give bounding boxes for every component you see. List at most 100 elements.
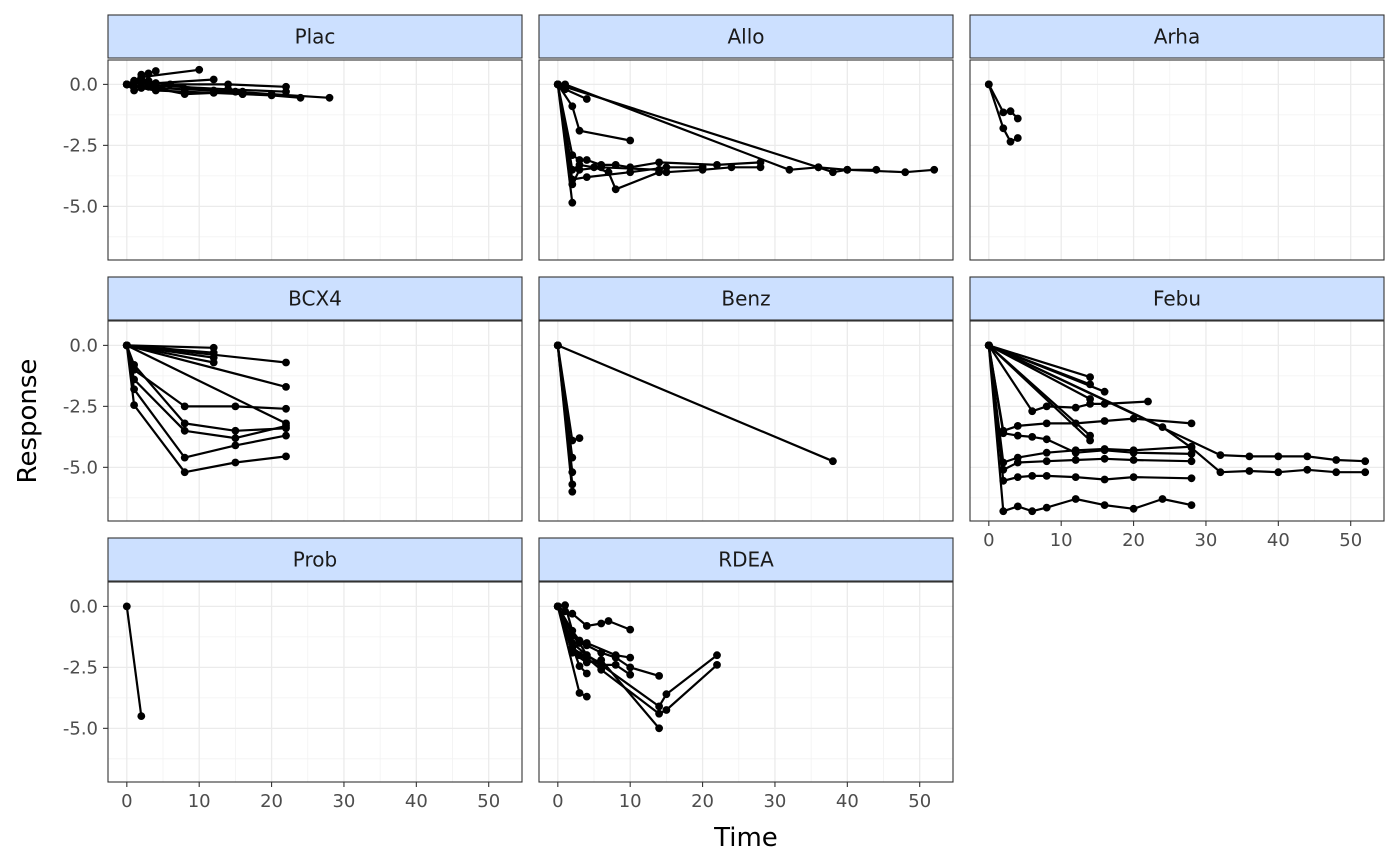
data-point	[1245, 467, 1254, 475]
data-point	[180, 87, 189, 96]
data-point	[282, 87, 290, 96]
data-point	[180, 453, 189, 462]
data-point	[325, 93, 334, 102]
data-point	[1086, 373, 1094, 381]
data-point	[561, 601, 569, 610]
series-line	[556, 84, 761, 169]
panel-arha: Arha	[969, 14, 1385, 261]
data-point	[1013, 134, 1022, 142]
data-point	[713, 161, 721, 169]
x-tick-label: 10	[1050, 530, 1073, 551]
panel-plac: Plac 0.0 -2.5 -5.0	[63, 14, 523, 261]
data-point	[1216, 468, 1225, 477]
data-point	[1187, 501, 1196, 509]
x-tick-label: 20	[260, 791, 283, 812]
data-point	[1071, 456, 1080, 464]
data-point	[231, 426, 240, 435]
x-tick-label: 0	[552, 791, 563, 812]
facet-strip	[538, 276, 954, 321]
data-point	[1100, 417, 1109, 425]
data-point	[296, 93, 305, 102]
data-point	[1129, 414, 1138, 423]
panel-border	[538, 59, 954, 261]
data-point	[1071, 419, 1080, 428]
series-line	[987, 84, 1019, 143]
data-point	[662, 706, 671, 714]
data-point	[1028, 433, 1037, 441]
data-point	[655, 672, 663, 680]
panels-layer: Plac 0.0 -2.5 -5.0 Allo Arha BCX4 0.0 -2.5 -5.0 Be…	[63, 14, 1385, 812]
data-point	[582, 641, 591, 650]
data-point	[122, 80, 131, 89]
data-point	[568, 609, 577, 618]
data-point	[1013, 458, 1022, 467]
data-point	[1028, 507, 1037, 516]
data-point	[231, 434, 240, 442]
series-line	[987, 345, 1192, 513]
data-point	[568, 198, 577, 207]
x-axis-label: Time	[713, 823, 778, 853]
data-point	[553, 341, 562, 350]
facet-strip	[107, 537, 523, 582]
data-point	[267, 91, 276, 100]
data-point	[582, 651, 591, 660]
y-tick-label: 0.0	[69, 335, 98, 356]
data-point	[626, 136, 635, 145]
y-tick-label: -2.5	[63, 657, 98, 678]
data-point	[195, 65, 204, 74]
panel-border	[969, 59, 1385, 261]
facet-strip-label: RDEA	[718, 548, 774, 572]
data-point	[1187, 450, 1196, 458]
data-point	[1144, 397, 1152, 406]
panel-background	[539, 321, 953, 521]
data-point	[1071, 403, 1080, 412]
data-point	[209, 75, 218, 84]
series-line	[556, 83, 631, 142]
data-point	[597, 648, 606, 657]
facet-strip-label: Prob	[293, 548, 337, 572]
data-point	[1042, 402, 1051, 411]
data-point	[1028, 407, 1037, 416]
facet-strip-label: Plac	[295, 25, 336, 49]
data-point	[231, 441, 240, 450]
panel-background	[108, 582, 522, 782]
data-point	[1129, 504, 1138, 513]
series-line	[556, 345, 574, 492]
data-point	[575, 662, 584, 670]
data-point	[582, 156, 591, 164]
panel-background	[539, 60, 953, 260]
data-point	[1100, 454, 1109, 463]
x-tick-label: 10	[619, 791, 642, 812]
data-point	[626, 670, 635, 679]
facet-strip	[107, 276, 523, 321]
x-tick-label: 30	[332, 791, 355, 812]
data-point	[231, 458, 240, 467]
data-point	[1006, 137, 1015, 146]
facet-strip	[107, 14, 523, 59]
data-point	[582, 622, 591, 630]
facet-strip	[969, 276, 1385, 321]
data-point	[1187, 457, 1196, 466]
data-point	[1332, 468, 1341, 477]
x-tick-label: 30	[1194, 530, 1217, 551]
data-point	[582, 669, 591, 678]
data-point	[999, 124, 1008, 133]
y-tick-label: -2.5	[63, 135, 98, 156]
panel-border	[969, 320, 1385, 522]
data-point	[1100, 501, 1109, 509]
data-point	[144, 76, 153, 85]
facet-strip-label: Benz	[721, 287, 770, 311]
series-line	[126, 344, 287, 364]
facet-strip-label: BCX4	[288, 287, 342, 311]
data-point	[1100, 445, 1109, 453]
data-point	[1303, 452, 1312, 461]
data-point	[180, 468, 189, 477]
panel-benz: Benz	[538, 276, 954, 522]
data-point	[282, 431, 290, 440]
data-point	[597, 659, 606, 668]
data-point	[930, 165, 939, 174]
data-point	[1158, 495, 1167, 503]
data-point	[575, 126, 584, 135]
data-point	[582, 95, 591, 103]
